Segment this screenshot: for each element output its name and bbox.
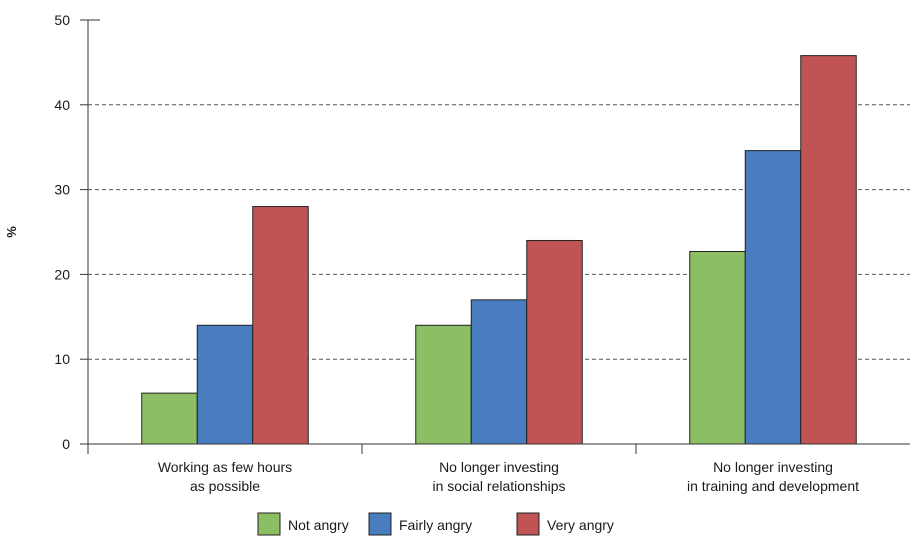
legend-label: Fairly angry — [399, 517, 472, 533]
y-axis-label: % — [4, 226, 19, 238]
legend-swatch — [516, 512, 540, 536]
legend-swatch — [257, 512, 281, 536]
y-tick-label: 30 — [54, 182, 70, 198]
bar[interactable] — [252, 206, 309, 445]
bar[interactable] — [689, 251, 746, 445]
y-tick-label: 0 — [62, 436, 70, 452]
y-tick-label: 40 — [54, 97, 70, 113]
x-tick-label: Working as few hours — [158, 459, 292, 475]
bar[interactable] — [526, 239, 583, 445]
bar[interactable] — [415, 324, 472, 445]
y-tick-label: 10 — [54, 351, 70, 367]
y-tick-label: 50 — [54, 12, 70, 28]
x-tick-label: in social relationships — [432, 478, 565, 494]
x-tick-label: No longer investing — [713, 459, 833, 475]
bar[interactable] — [744, 150, 802, 445]
bar[interactable] — [141, 392, 198, 445]
bar[interactable] — [196, 324, 254, 445]
bar[interactable] — [470, 299, 528, 445]
x-tick-label: No longer investing — [439, 459, 559, 475]
legend-label: Not angry — [288, 517, 349, 533]
legend-swatch — [368, 512, 392, 536]
x-tick-label: as possible — [190, 478, 260, 494]
legend-label: Very angry — [547, 517, 614, 533]
x-tick-label: in training and development — [687, 478, 859, 494]
bar[interactable] — [800, 55, 857, 445]
y-tick-label: 20 — [54, 266, 70, 282]
